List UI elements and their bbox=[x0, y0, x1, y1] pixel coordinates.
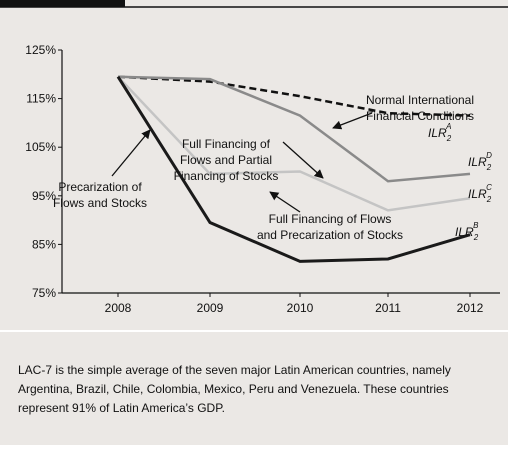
header-bar bbox=[0, 0, 125, 7]
annotation: Full Financing of bbox=[182, 137, 271, 151]
line-series bbox=[116, 75, 471, 263]
y-tick-label: 105% bbox=[25, 140, 56, 154]
legend-label: ILR2 B bbox=[455, 221, 479, 242]
annotation: and Precarization of Stocks bbox=[257, 228, 403, 242]
legend-sub: 2 bbox=[486, 163, 492, 172]
line-series bbox=[117, 75, 471, 212]
arrow bbox=[282, 141, 324, 179]
y-tick-label: 125% bbox=[25, 43, 56, 57]
legend-name: ILR bbox=[468, 187, 487, 201]
y-tick-label: 85% bbox=[32, 237, 56, 251]
legend-sub: 2 bbox=[486, 195, 492, 204]
annotation: Normal International bbox=[366, 93, 474, 107]
arrow bbox=[111, 129, 151, 177]
legend-sup: D bbox=[486, 151, 492, 160]
footnote: Argentina, Brazil, Chile, Colombia, Mexi… bbox=[18, 382, 449, 396]
annotation: Flows and Partial bbox=[180, 153, 272, 167]
y-tick-label: 75% bbox=[32, 286, 56, 300]
x-tick-label: 2010 bbox=[287, 301, 314, 315]
legend-sub: 2 bbox=[446, 134, 452, 143]
x-tick-label: 2009 bbox=[197, 301, 224, 315]
x-tick-label: 2011 bbox=[375, 301, 401, 315]
y-tick-label: 115% bbox=[26, 92, 56, 106]
annotation: Financial Conditions bbox=[366, 109, 474, 123]
annotation: Precarization of bbox=[58, 180, 142, 194]
legend-name: ILR bbox=[428, 126, 447, 140]
legend-sup: C bbox=[486, 183, 492, 192]
x-tick-label: 2008 bbox=[105, 301, 132, 315]
annotation: Financing of Stocks bbox=[174, 169, 279, 183]
footnote: LAC-7 is the simple average of the seven… bbox=[18, 363, 451, 377]
legend-sup: B bbox=[473, 221, 479, 230]
arrows bbox=[111, 112, 373, 213]
arrow bbox=[269, 191, 301, 213]
line-series bbox=[117, 75, 471, 117]
annotation: Flows and Stocks bbox=[53, 196, 147, 210]
footnote: represent 91% of Latin America’s GDP. bbox=[18, 401, 225, 415]
arrow bbox=[332, 112, 373, 130]
annotation: Full Financing of Flows bbox=[269, 212, 392, 226]
x-tick-label: 2012 bbox=[457, 301, 484, 315]
line-series bbox=[117, 75, 471, 183]
y-tick-label: 95% bbox=[32, 189, 56, 203]
legend-sub: 2 bbox=[473, 233, 479, 242]
legend-sup: A bbox=[445, 122, 451, 131]
legend-name: ILR bbox=[455, 225, 474, 239]
legend-label: ILR2 C bbox=[468, 183, 492, 204]
legend-label: ILR2 A bbox=[428, 122, 452, 143]
legend-label: ILR2 D bbox=[468, 151, 492, 172]
legend-name: ILR bbox=[468, 155, 487, 169]
